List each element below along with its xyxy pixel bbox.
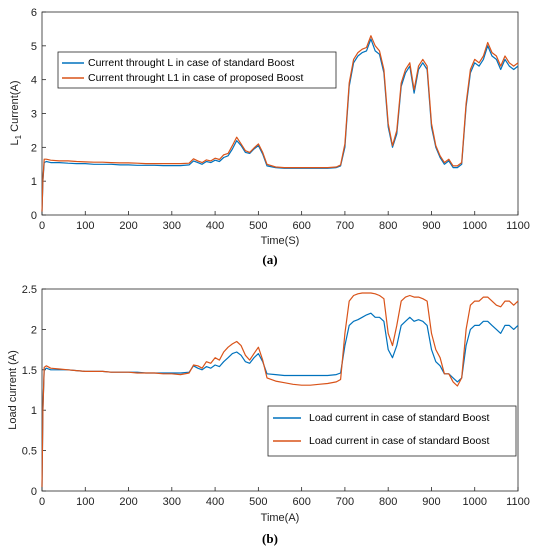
y-tick-label-b-3: 1.5 [22, 365, 37, 377]
legend-a: Current throught L in case of standard B… [57, 51, 337, 89]
panel-label-a: (a) [262, 252, 277, 267]
x-tick-label-a-7: 700 [336, 220, 354, 232]
y-axis-label-a-rest: Current(A) [9, 81, 21, 135]
x-tick-label-a-11: 1100 [506, 220, 530, 232]
series-group-a [41, 35, 519, 212]
x-axis-label-a: Time(S) [261, 235, 300, 247]
x-tick-label-b-3: 300 [163, 496, 181, 508]
x-tick-label-b-1: 100 [76, 496, 94, 508]
y-tick-label-a-3: 3 [31, 109, 37, 121]
series-line-b-1 [41, 292, 519, 488]
series-line-a-0 [41, 38, 519, 212]
x-tick-label-b-5: 500 [249, 496, 267, 508]
x-tick-label-a-3: 300 [163, 220, 181, 232]
y-axis-label-b: Load current (A) [7, 350, 19, 429]
x-tick-label-a-1: 100 [76, 220, 94, 232]
x-tick-label-b-11: 1100 [506, 496, 530, 508]
x-tick-label-b-2: 200 [119, 496, 137, 508]
chart-b: 0 100 200 300 400 500 600 700 800 900 1000 1100 0 0.5… [7, 284, 530, 546]
legend-b: Load current in case of standard Boost L… [267, 405, 517, 457]
ticks-a: 0 100 200 300 400 500 600 700 800 900 1000 1100 0 1 2 3… [31, 7, 530, 232]
x-tick-label-b-8: 800 [379, 496, 397, 508]
y-tick-label-a-6: 6 [31, 7, 37, 19]
x-tick-label-a-0: 0 [39, 220, 45, 232]
y-tick-label-a-0: 0 [31, 210, 37, 222]
x-tick-label-a-6: 600 [292, 220, 310, 232]
x-tick-label-b-10: 1000 [462, 496, 486, 508]
ticks-b: 0 100 200 300 400 500 600 700 800 900 1000 1100 0 0.5… [22, 284, 530, 508]
y-axis-label-a-main: L [9, 139, 21, 145]
x-tick-label-a-9: 900 [422, 220, 440, 232]
y-tick-label-a-1: 1 [31, 176, 37, 188]
y-tick-label-b-5: 2.5 [22, 284, 37, 296]
legend-box-a [57, 51, 337, 89]
x-tick-label-a-2: 200 [119, 220, 137, 232]
plot-area-a [41, 11, 519, 216]
y-tick-label-b-4: 2 [31, 324, 37, 336]
x-tick-label-a-10: 1000 [462, 220, 486, 232]
x-tick-label-b-9: 900 [422, 496, 440, 508]
legend-box-b [267, 405, 517, 457]
panel-label-b: (b) [262, 531, 278, 546]
x-axis-label-b: Time(A) [261, 512, 300, 524]
y-tick-label-a-2: 2 [31, 142, 37, 154]
legend-label-b-0: Load current in case of standard Boost [309, 412, 489, 424]
y-tick-label-a-5: 5 [31, 41, 37, 53]
x-tick-label-a-8: 800 [379, 220, 397, 232]
x-tick-label-b-6: 600 [292, 496, 310, 508]
legend-label-a-0: Current throught L in case of standard B… [88, 57, 294, 69]
x-tick-label-b-0: 0 [39, 496, 45, 508]
y-tick-label-a-4: 4 [31, 75, 37, 87]
plot-area-b [41, 288, 519, 492]
x-tick-label-a-4: 400 [206, 220, 224, 232]
x-tick-label-a-5: 500 [249, 220, 267, 232]
series-group-b [41, 292, 519, 488]
x-tick-label-b-4: 400 [206, 496, 224, 508]
y-tick-label-b-2: 1 [31, 405, 37, 417]
y-tick-label-b-0: 0 [31, 486, 37, 498]
x-tick-label-b-7: 700 [336, 496, 354, 508]
y-tick-label-b-1: 0.5 [22, 446, 37, 458]
legend-label-a-1: Current throught L1 in case of proposed … [88, 72, 303, 84]
chart-a: 0 100 200 300 400 500 600 700 800 900 1000 1100 0 1 2 3… [9, 7, 530, 267]
y-axis-label-a: L1 Current(A) [9, 81, 23, 146]
y-axis-label-a-sub: 1 [14, 134, 23, 139]
series-line-a-1 [41, 35, 519, 212]
legend-label-b-1: Load current in case of standard Boost [309, 435, 489, 447]
